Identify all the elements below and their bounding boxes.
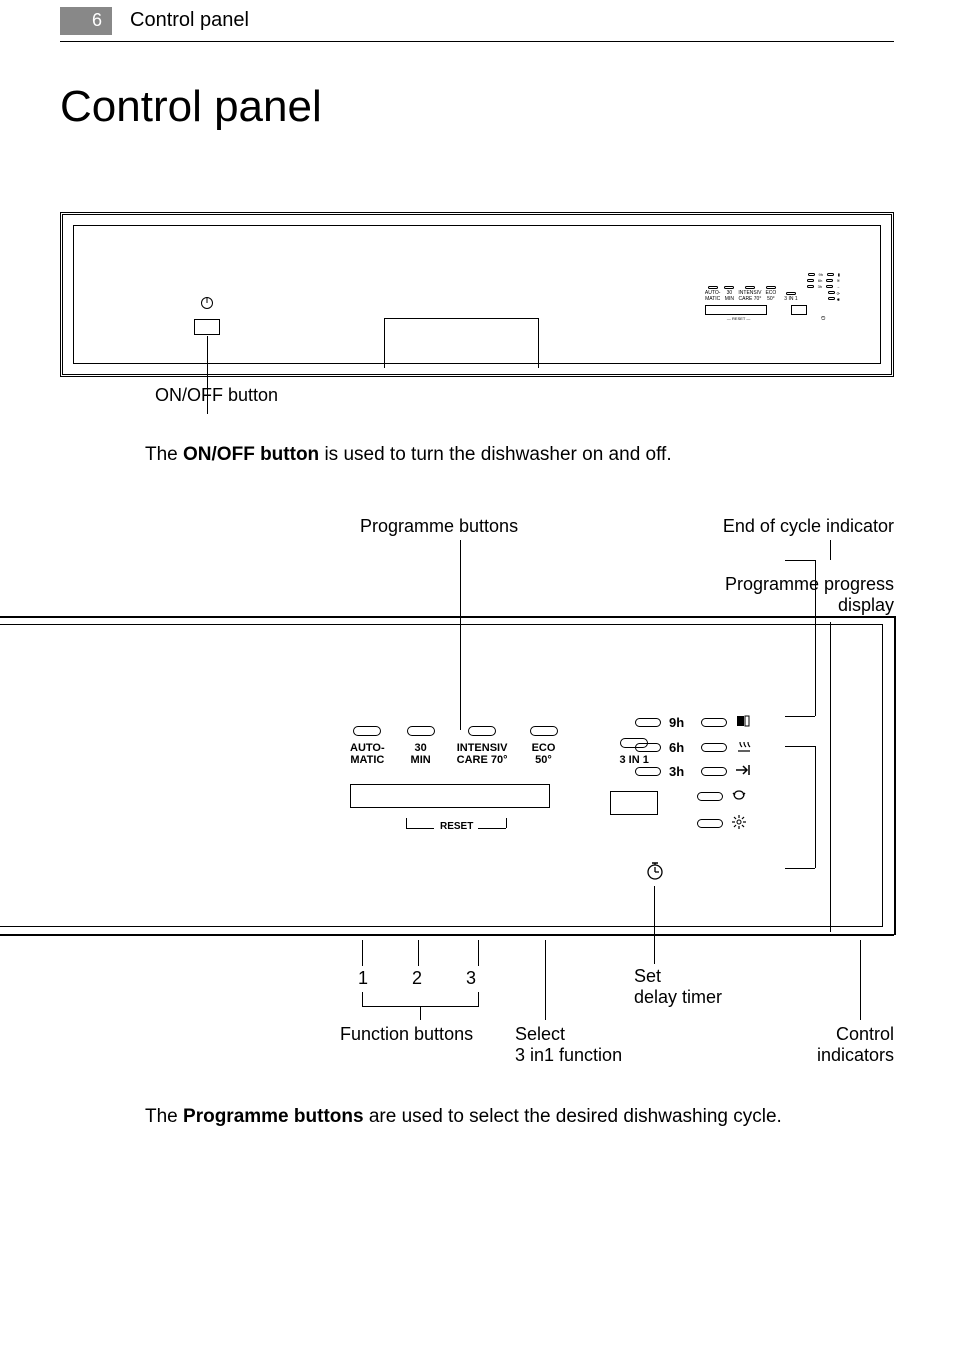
label-control-indicators: Controlindicators bbox=[817, 1024, 894, 1066]
page-header: 6 Control panel bbox=[60, 0, 894, 42]
label-programme-progress: Programme progress display bbox=[725, 574, 894, 616]
onoff-caption: ON/OFF button bbox=[155, 385, 894, 406]
txt: The bbox=[145, 1106, 183, 1127]
page-number-box: 6 bbox=[60, 7, 112, 35]
onoff-button-outline bbox=[194, 319, 220, 335]
reset-label: RESET bbox=[440, 821, 473, 832]
header-section-title: Control panel bbox=[130, 9, 249, 32]
onoff-description: The ON/OFF button is used to turn the di… bbox=[145, 444, 894, 466]
label-select-3in1: Select3 in1 function bbox=[515, 1024, 622, 1066]
page-number: 6 bbox=[92, 10, 102, 31]
mini-control-cluster: AUTO-MATIC 30MIN INTENSIVCARE 70° ECO50°… bbox=[705, 272, 840, 321]
fn-num-1: 1 bbox=[358, 968, 368, 989]
ind-6h: 6h bbox=[635, 739, 753, 756]
door-handle bbox=[384, 318, 539, 368]
txt: is used to turn the dishwasher on and of… bbox=[319, 444, 671, 465]
label-set-delay: Setdelay timer bbox=[634, 966, 722, 1008]
ind-3h: 3h bbox=[635, 764, 753, 779]
function-numbers: 1 2 3 bbox=[358, 968, 476, 989]
detail-diagram: Programme buttons End of cycle indicator… bbox=[60, 516, 894, 1076]
power-icon bbox=[194, 296, 220, 313]
txt-bold: Programme buttons bbox=[183, 1106, 364, 1127]
txt-bold: ON/OFF button bbox=[183, 444, 319, 465]
label-end-of-cycle: End of cycle indicator bbox=[723, 516, 894, 537]
fn-num-3: 3 bbox=[466, 968, 476, 989]
indicator-column: 9h 6h 3h bbox=[635, 714, 753, 841]
prog-btn-eco: ECO50° bbox=[530, 726, 558, 766]
function-buttons-box bbox=[350, 784, 550, 808]
txt: are used to select the desired dishwashi… bbox=[364, 1106, 782, 1127]
label-function-buttons: Function buttons bbox=[340, 1024, 473, 1045]
programme-buttons-description: The Programme buttons are used to select… bbox=[145, 1106, 894, 1128]
ind-salt bbox=[697, 787, 753, 806]
txt: Programme progress bbox=[725, 574, 894, 594]
section-heading: Control panel bbox=[60, 82, 894, 132]
txt: display bbox=[838, 595, 894, 615]
prog-btn-30min: 30MIN bbox=[407, 726, 435, 766]
delay-clock-icon bbox=[645, 861, 665, 886]
running-icon bbox=[735, 714, 751, 731]
label-programme-buttons: Programme buttons bbox=[360, 516, 518, 537]
txt: The bbox=[145, 444, 183, 465]
control-panel-illustration: AUTO-MATIC 30MIN INTENSIVCARE 70° ECO50°… bbox=[60, 212, 894, 377]
wash-icon bbox=[735, 739, 753, 756]
ind-rinse bbox=[697, 814, 753, 833]
ind-9h: 9h bbox=[635, 714, 753, 731]
prog-btn-automatic: AUTO-MATIC bbox=[350, 726, 385, 766]
fn-num-2: 2 bbox=[412, 968, 422, 989]
prog-btn-intensiv: INTENSIVCARE 70° bbox=[457, 726, 508, 766]
salt-icon bbox=[731, 787, 747, 806]
rinse-aid-icon bbox=[731, 814, 747, 833]
end-icon bbox=[735, 764, 751, 779]
